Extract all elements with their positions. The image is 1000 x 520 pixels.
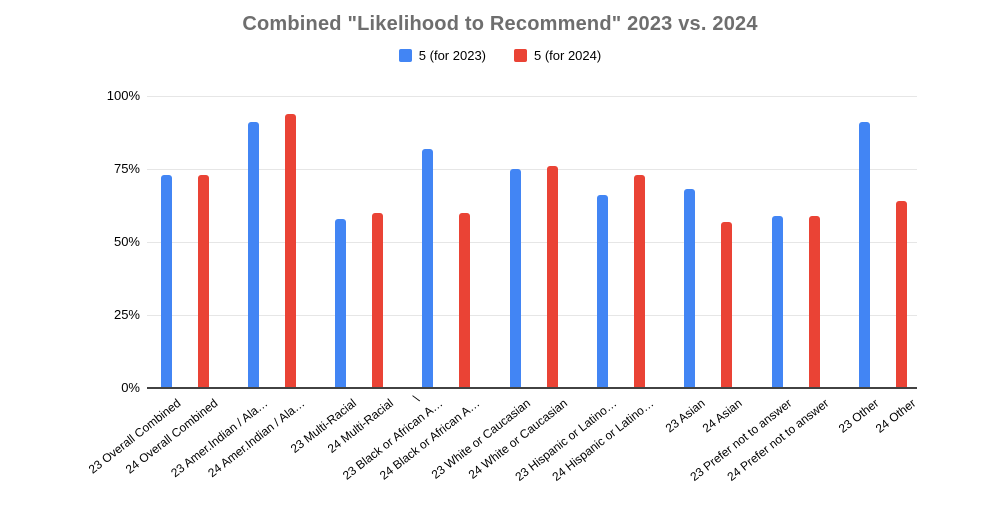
bar-23-other (859, 122, 870, 388)
bar-24-other (896, 201, 907, 388)
x-axis-label-24-other: 24 Other (873, 396, 919, 436)
x-axis-label-24-asian: 24 Asian (699, 396, 745, 436)
legend-swatch-2023-icon (398, 49, 412, 62)
bar-23-black-or-african-a (422, 149, 433, 388)
bar-24-asian (721, 222, 732, 388)
bar-23-prefer-not-to-answer (772, 216, 783, 388)
gridline-50 (147, 242, 917, 243)
x-axis-label-23-asian: 23 Asian (662, 396, 708, 436)
legend-label-2024: 5 (for 2024) (534, 48, 602, 63)
bar-24-multi-racial (372, 213, 383, 388)
bar-24-prefer-not-to-answer (809, 216, 820, 388)
bar-23-hispanic-or-latino (597, 195, 608, 388)
bar-23-overall-combined (161, 175, 172, 388)
y-axis-tick-label: 25% (113, 307, 140, 322)
chart-legend: 5 (for 2023) 5 (for 2024) (0, 48, 1000, 63)
bar-24-overall-combined (198, 175, 209, 388)
bar-24-hispanic-or-latino (634, 175, 645, 388)
x-axis-line (147, 387, 917, 389)
y-axis-tick-label: 0% (121, 380, 140, 395)
legend-swatch-2024-icon (514, 49, 527, 62)
gridline-100 (147, 96, 917, 97)
legend-item-2024: 5 (for 2024) (514, 48, 601, 63)
bar-24-black-or-african-a (459, 213, 470, 388)
legend-item-2023: 5 (for 2023) (398, 48, 486, 63)
bar-23-amer-indian-ala (248, 122, 259, 388)
x-axis-stray-glyph: \ (410, 392, 422, 406)
y-axis-tick-label: 100% (106, 88, 140, 103)
bar-23-asian (684, 189, 695, 388)
bar-24-white-or-caucasian (547, 166, 558, 388)
legend-label-2023: 5 (for 2023) (418, 48, 486, 63)
y-axis-tick-label: 50% (113, 234, 140, 249)
chart-title: Combined "Likelihood to Recommend" 2023 … (242, 13, 758, 35)
x-axis-label-23-other: 23 Other (836, 396, 882, 436)
bar-23-white-or-caucasian (510, 169, 521, 388)
y-axis-tick-label: 75% (113, 161, 140, 176)
bar-24-amer-indian-ala (285, 114, 296, 388)
gridline-25 (147, 315, 917, 316)
bar-23-multi-racial (335, 219, 346, 388)
gridline-75 (147, 169, 917, 170)
